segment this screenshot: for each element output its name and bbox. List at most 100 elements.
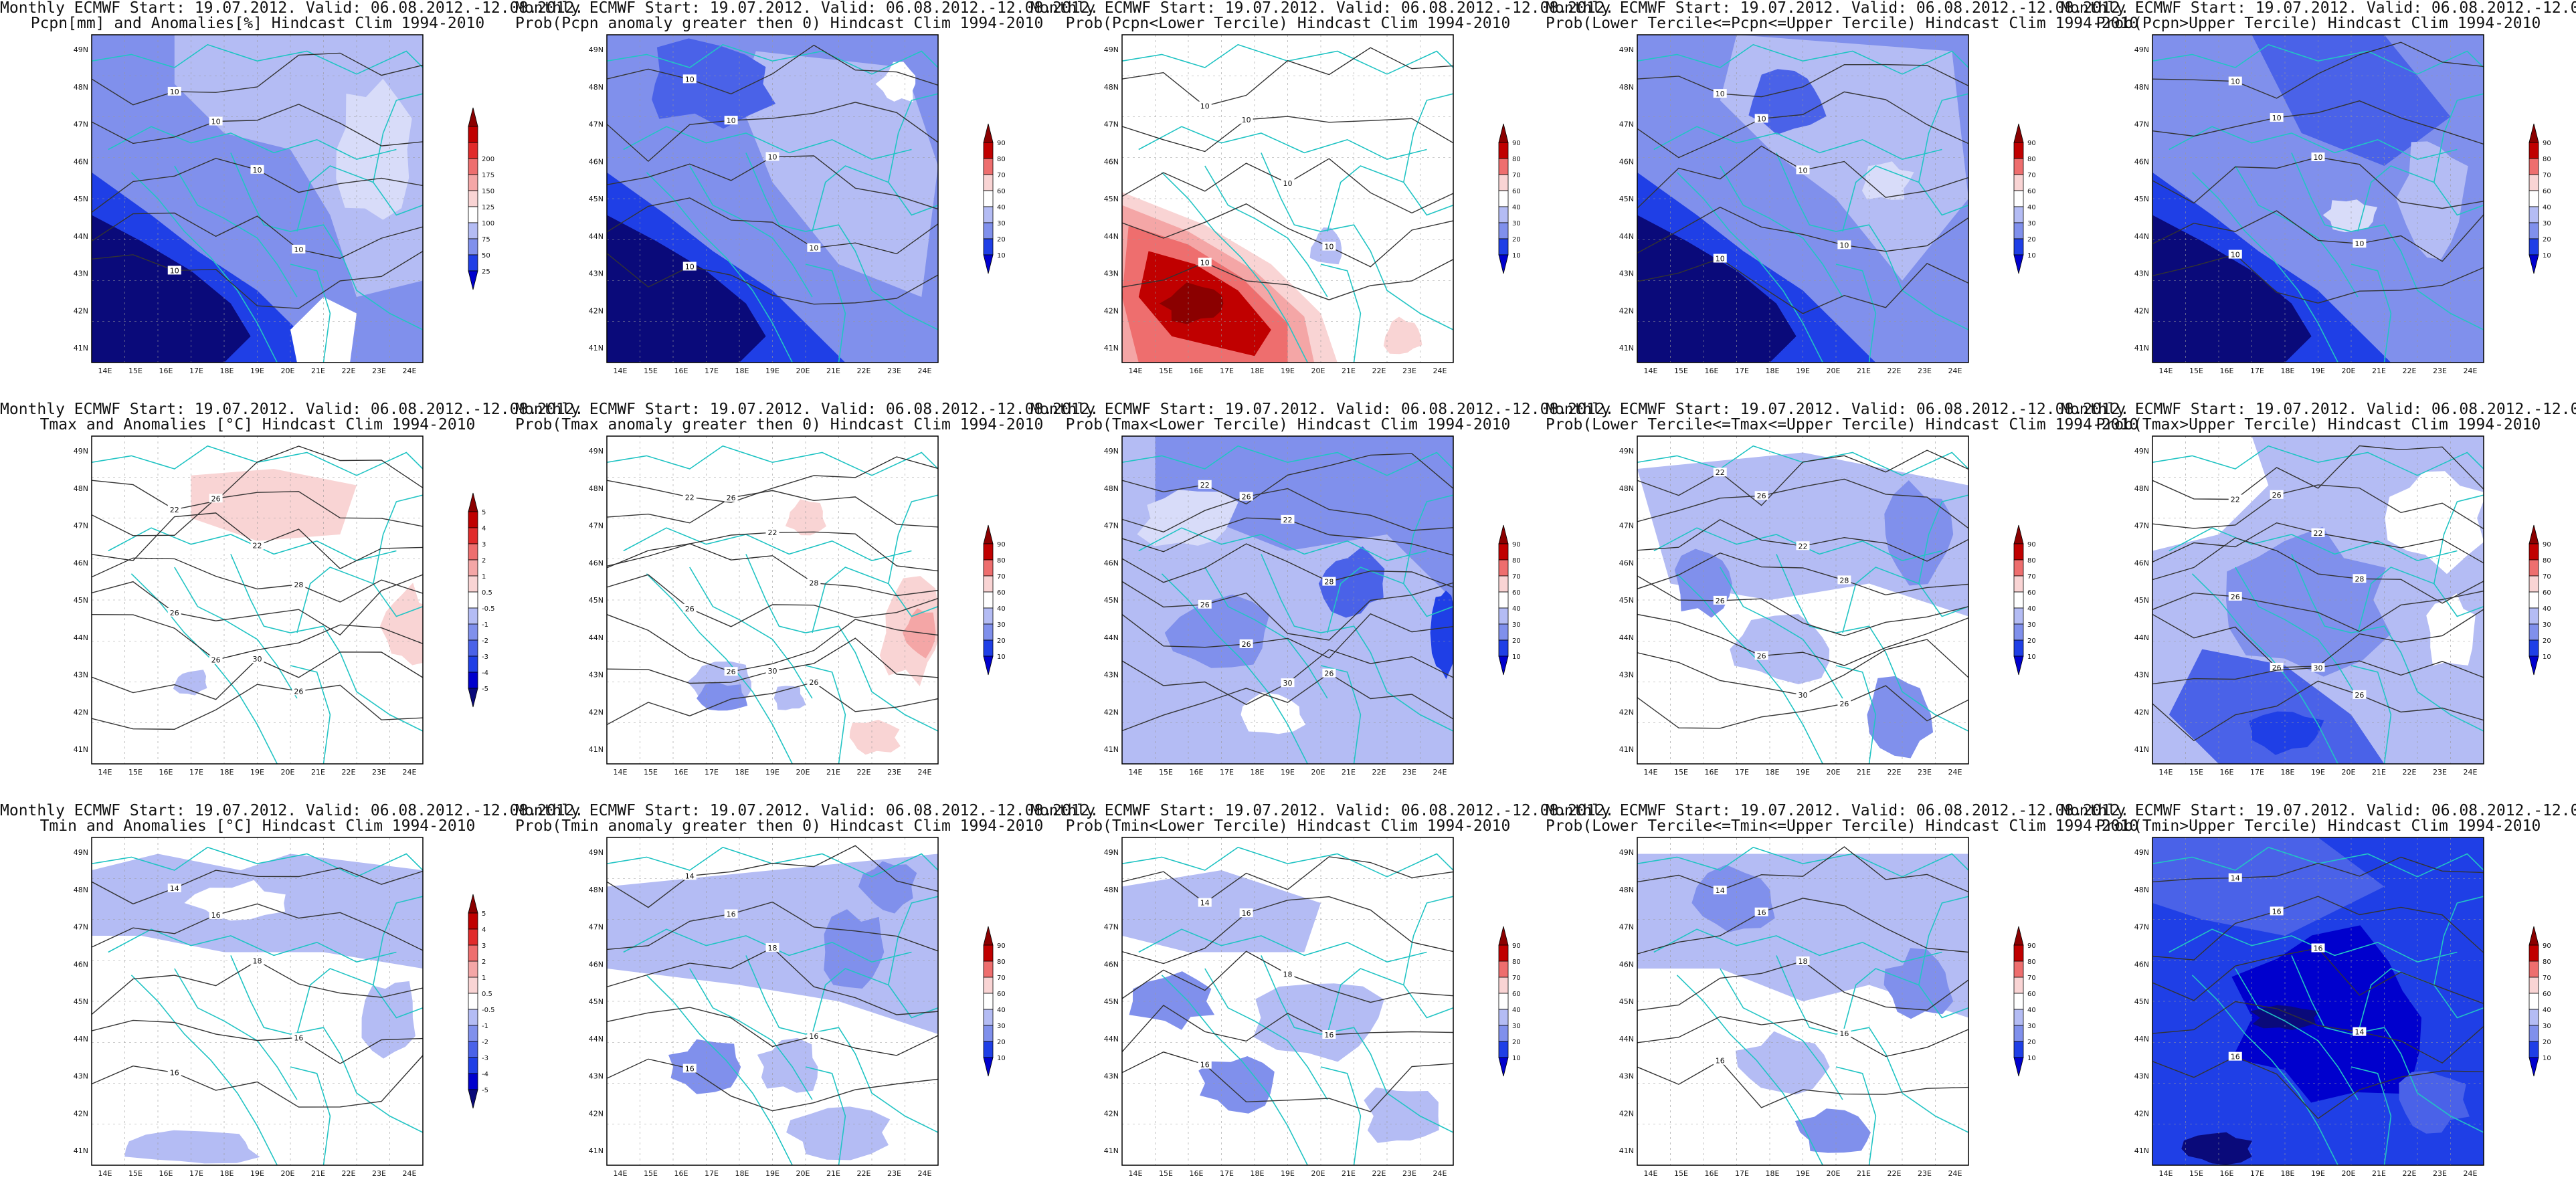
contour-label-box bbox=[1754, 651, 1768, 660]
border-line bbox=[1138, 527, 1427, 562]
border-line bbox=[2152, 43, 2484, 75]
colorbar-segment bbox=[2528, 559, 2539, 577]
colorbar-label: 60 bbox=[1512, 991, 1521, 998]
colorbar: 10 20 30 40 60 70 80 90 bbox=[983, 123, 1006, 274]
colorbar-segment bbox=[1498, 591, 1509, 609]
contour-line bbox=[92, 212, 423, 260]
contour-label: 16 bbox=[2231, 1053, 2240, 1062]
contour-label: 26 bbox=[727, 668, 736, 676]
lat-tick-label: 45N bbox=[1104, 596, 1119, 605]
colorbar-label: 3 bbox=[482, 942, 486, 950]
contour-label-box bbox=[765, 666, 779, 676]
contour-line bbox=[92, 52, 423, 106]
colorbar-label: 30 bbox=[2027, 621, 2036, 629]
lat-tick-label: 47N bbox=[1104, 923, 1119, 932]
colorbar-segment bbox=[2528, 158, 2539, 175]
contour-label: 30 bbox=[768, 667, 777, 676]
lat-tick-label: 42N bbox=[2134, 306, 2149, 315]
contour-line bbox=[607, 490, 938, 528]
lon-tick-label: 18E bbox=[2281, 367, 2295, 375]
shaded-region bbox=[1884, 480, 1954, 586]
colorbar-segment bbox=[468, 591, 478, 609]
colorbar-segment bbox=[2013, 559, 2024, 577]
contour-label: 16 bbox=[809, 1032, 818, 1041]
lon-tick-label: 14E bbox=[614, 768, 628, 777]
colorbar-label: 90 bbox=[997, 140, 1006, 147]
lat-tick-label: 45N bbox=[2134, 195, 2149, 203]
colorbar-segment bbox=[2013, 142, 2024, 159]
contour-label: 26 bbox=[2272, 491, 2282, 500]
lat-tick-label: 47N bbox=[589, 120, 604, 129]
contour-label: 28 bbox=[2355, 575, 2364, 583]
colorbar: -5 -4 -3 -2 -1 -0.5 0.5 1 2 3 4 5 bbox=[468, 894, 495, 1109]
contour-label: 26 bbox=[1242, 493, 1251, 502]
lat-tick-label: 47N bbox=[1104, 522, 1119, 530]
colorbar-segment bbox=[2013, 158, 2024, 175]
lon-tick-label: 15E bbox=[644, 367, 658, 375]
border-line bbox=[1261, 955, 1453, 1133]
colorbar-label: 90 bbox=[1512, 541, 1521, 548]
border-line bbox=[2433, 896, 2484, 985]
shaded-region bbox=[1691, 864, 1775, 932]
contour-label-box bbox=[209, 116, 223, 126]
border-line bbox=[812, 968, 938, 1035]
contour-label: 10 bbox=[170, 266, 179, 275]
contour-label: 16 bbox=[1324, 1031, 1333, 1039]
contour-line bbox=[2152, 41, 2484, 99]
lon-tick-label: 20E bbox=[1827, 367, 1841, 375]
lon-tick-label: 14E bbox=[1644, 768, 1658, 777]
colorbar-segment bbox=[983, 543, 994, 561]
contour-label-box bbox=[2228, 873, 2242, 882]
contour-line bbox=[2152, 680, 2484, 742]
colorbar-label: -5 bbox=[482, 1087, 488, 1094]
panel-title: Monthly ECMWF Start: 19.07.2012. Valid: … bbox=[1546, 401, 2130, 418]
panel-subtitle: Prob(Tmax>Upper Tercile) Hindcast Clim 1… bbox=[2096, 416, 2541, 433]
contour-label: 22 bbox=[170, 506, 179, 514]
map-frame bbox=[1637, 837, 1969, 1166]
contour-label: 30 bbox=[1283, 679, 1293, 688]
lon-tick-label: 19E bbox=[2311, 367, 2325, 375]
border-line bbox=[812, 567, 938, 633]
colorbar-segment bbox=[2528, 206, 2539, 223]
colorbar-label: 4 bbox=[482, 525, 486, 532]
colorbar-label: 30 bbox=[997, 1023, 1006, 1030]
shaded-region bbox=[173, 670, 207, 696]
lon-tick-label: 19E bbox=[765, 367, 779, 375]
border-line bbox=[1776, 153, 1968, 330]
map-frame bbox=[2152, 34, 2484, 363]
contour-label-box bbox=[2228, 591, 2242, 601]
lat-tick-label: 48N bbox=[1619, 886, 1634, 894]
contour-line bbox=[607, 1007, 938, 1056]
colorbar-segment bbox=[1498, 977, 1509, 994]
lon-tick-label: 23E bbox=[1918, 768, 1932, 777]
colorbar: 10 20 30 40 60 70 80 90 bbox=[2528, 524, 2551, 676]
contour-label: 10 bbox=[2314, 153, 2323, 162]
lon-tick-label: 15E bbox=[1674, 768, 1688, 777]
lon-tick-label: 21E bbox=[2372, 367, 2386, 375]
contour-label-box bbox=[1198, 599, 1212, 609]
colorbar-segment bbox=[2013, 254, 2024, 274]
colorbar-segment bbox=[1498, 656, 1509, 676]
lon-tick-label: 17E bbox=[1735, 768, 1749, 777]
colorbar-segment bbox=[2528, 607, 2539, 625]
colorbar-label: -5 bbox=[482, 686, 488, 693]
lon-tick-label: 16E bbox=[2220, 768, 2234, 777]
colorbar-segment bbox=[2528, 575, 2539, 593]
colorbar-segment bbox=[468, 206, 478, 223]
lon-tick-label: 23E bbox=[887, 768, 901, 777]
colorbar-segment bbox=[468, 1057, 478, 1074]
lat-tick-label: 44N bbox=[2134, 633, 2149, 642]
colorbar-segment bbox=[1498, 123, 1509, 143]
map-panel: Monthly ECMWF Start: 19.07.2012. Valid: … bbox=[0, 803, 583, 1204]
colorbar-label: -4 bbox=[482, 670, 488, 677]
contour-label: 10 bbox=[2231, 251, 2240, 260]
contour-line bbox=[607, 44, 938, 95]
colorbar-segment bbox=[2013, 206, 2024, 223]
contour-line bbox=[1637, 1060, 1968, 1108]
map-plot: 14 16 18 16 16 14E 15E 16E 17E 18E 19E 20E 21E 22E 23E… bbox=[1104, 837, 1521, 1178]
lat-tick-label: 47N bbox=[74, 923, 88, 932]
map-plot: 22 26 22 28 26 26 30 26 14E 15E 16E 17E 18E 19E 20E 21E… bbox=[1619, 435, 2036, 777]
shaded-region bbox=[191, 469, 357, 541]
colorbar-segment bbox=[1498, 961, 1509, 978]
colorbar-segment bbox=[983, 238, 994, 256]
